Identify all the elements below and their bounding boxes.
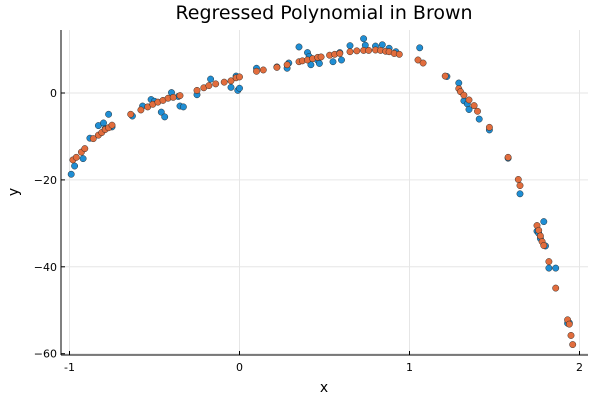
data-point [516,182,524,189]
data-point [419,59,427,67]
data-point [67,170,75,178]
data-point [81,145,89,153]
data-point [336,50,344,57]
data-point [137,106,145,114]
data-point [236,73,243,81]
data-point [205,82,213,90]
y-axis-label: y [6,188,22,196]
data-point [105,110,113,118]
data-point [465,106,473,113]
data-point [283,61,291,69]
series-observed-points [67,35,573,327]
data-point [416,44,424,52]
data-point [485,123,493,131]
y-tick-label: −40 [34,261,57,274]
data-point [552,284,560,292]
data-point [179,103,187,111]
data-point [465,96,473,104]
data-point [475,115,483,123]
series-fitted-points [69,46,577,348]
data-point [157,108,165,116]
x-tick-label: 2 [576,361,583,374]
data-point [360,35,368,43]
data-point [108,121,116,129]
data-point [236,84,243,92]
data-point [346,48,354,56]
data-point [535,226,543,234]
data-point [474,107,481,115]
data-point [567,332,575,339]
data-point [193,86,201,94]
data-point [79,155,87,163]
data-point [552,264,560,272]
data-point [220,78,228,86]
grid-lines [61,30,588,355]
data-point [253,67,260,75]
data-point [227,83,235,91]
data-point [536,232,544,240]
data-point [365,46,373,54]
y-tick-label: −60 [34,348,57,361]
data-point [127,110,135,118]
data-point [295,43,303,51]
data-point [259,66,267,74]
data-point [317,53,325,61]
data-point [460,91,468,99]
x-tick-label: -1 [64,361,75,374]
x-tick-label: 1 [406,361,413,374]
data-point [338,56,345,64]
x-tick-label: 0 [236,361,243,374]
data-point [516,190,524,198]
data-point [227,77,235,85]
data-point [565,320,573,328]
data-point [71,162,79,170]
data-point [504,153,512,161]
data-point [329,58,337,66]
data-point [207,75,215,83]
data-point [414,56,422,64]
data-point [395,50,403,58]
data-point [169,93,177,101]
data-point [540,242,548,249]
tick-labels: -1 0 1 2 −60 −40 −20 0 [34,87,583,374]
data-point [176,92,184,100]
data-point [470,102,478,110]
data-point [273,63,281,71]
data-point [315,60,323,67]
y-tick-label: 0 [50,87,57,100]
x-axis-label: x [320,380,328,396]
data-point [545,258,553,266]
data-point [89,135,97,143]
data-point [353,47,361,55]
data-point [378,41,386,49]
y-tick-label: −20 [34,174,57,187]
chart-title: Regressed Polynomial in Brown [175,2,472,24]
data-point [346,42,354,50]
data-point [545,264,553,272]
data-point [514,176,522,183]
data-point [540,218,548,226]
data-point [441,72,449,80]
data-point [569,341,577,348]
data-point [161,113,169,121]
data-point [212,80,220,88]
data-point [100,119,107,127]
data-point [72,153,80,161]
